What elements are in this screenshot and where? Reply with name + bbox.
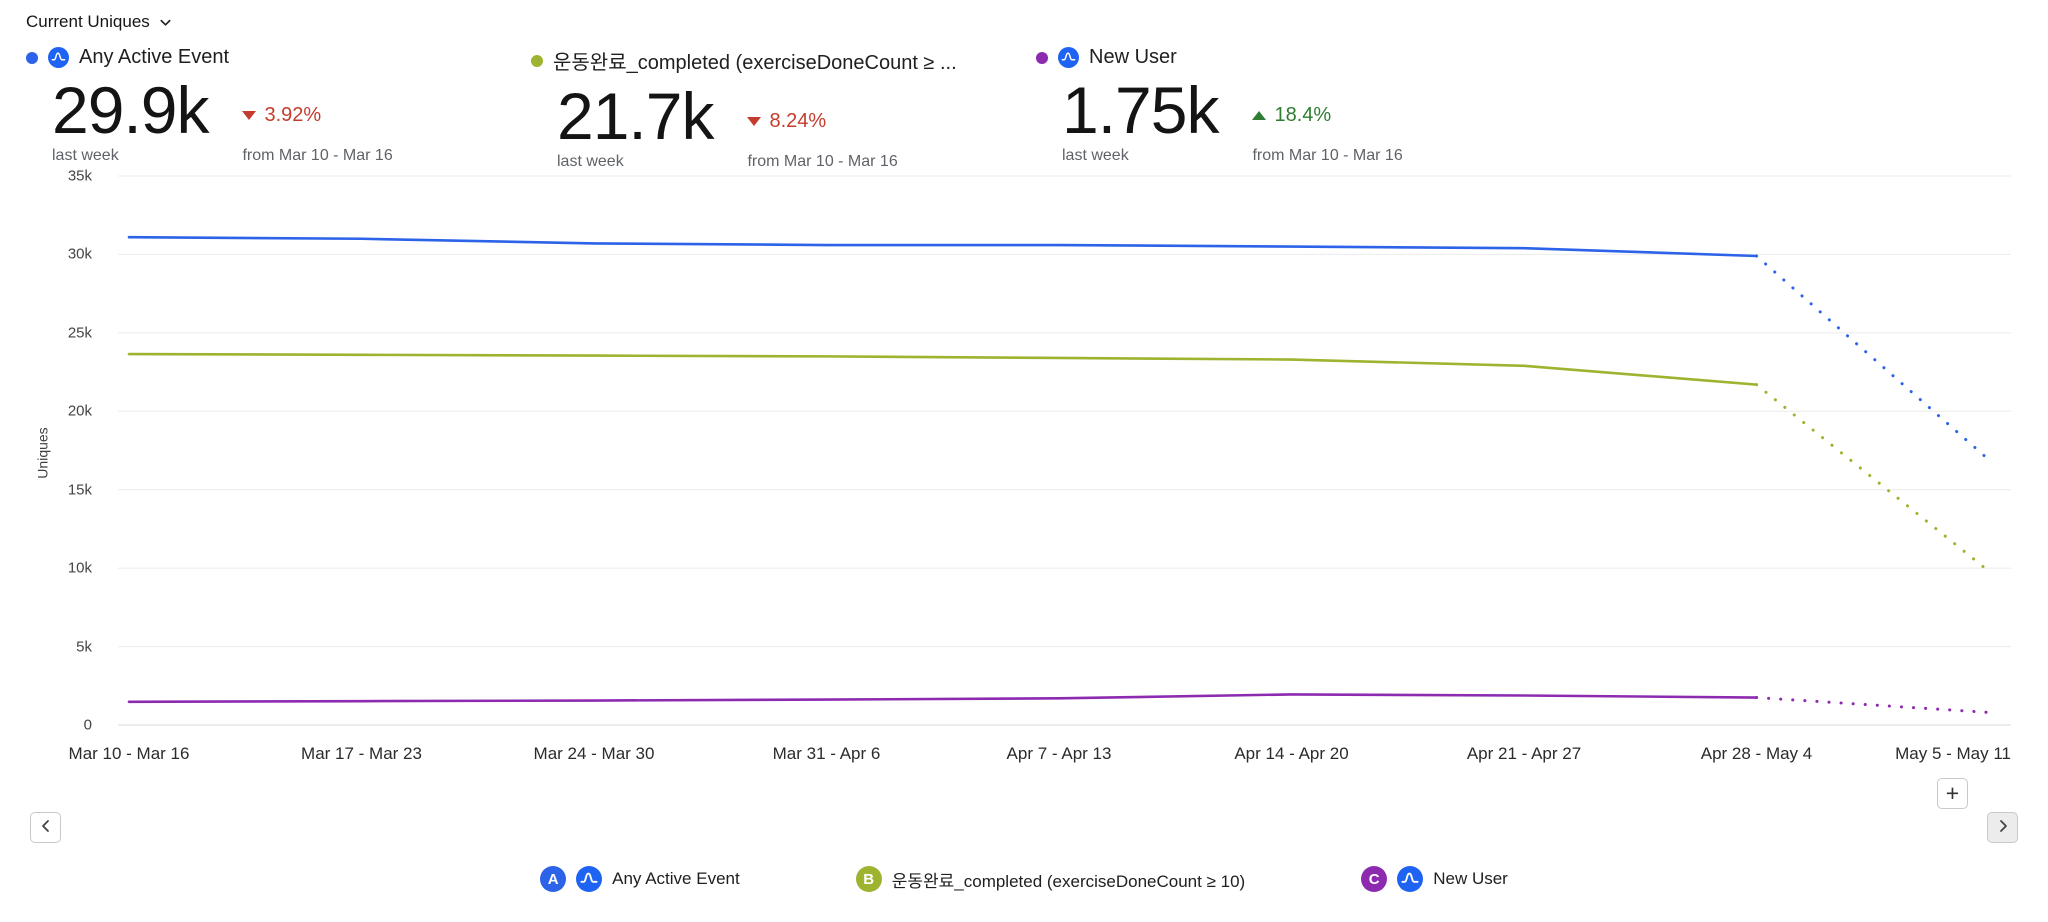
chart-legend: A Any Active Event B 운동완료_completed (exe…: [0, 866, 2048, 892]
series-line-dotted-1[interactable]: [1755, 383, 1991, 573]
summary-period: last week: [1062, 147, 1129, 164]
summary-value: 1.75k: [1062, 73, 1219, 147]
legend-item-any-active-event[interactable]: A Any Active Event: [540, 866, 740, 892]
y-axis-tick-label: 15k: [67, 481, 92, 499]
x-axis-labels: Mar 10 - Mar 16 Mar 17 - Mar 23 Mar 24 - M…: [69, 744, 2011, 768]
summary-change-percent: 8.24%: [769, 110, 827, 132]
summary-compare: from Mar 10 - Mar 16: [747, 153, 898, 170]
y-axis-tick-label: 25k: [67, 324, 92, 342]
prev-page-button[interactable]: [30, 812, 61, 843]
series-color-dot: [531, 54, 543, 67]
y-axis-ticks: 0 5k 10k 15k 20k 25k 30k 35k: [0, 168, 92, 734]
x-axis-tick-label: Apr 28 - May 4: [1700, 744, 1813, 763]
series-color-dot: [1036, 51, 1048, 64]
summary-period: last week: [52, 147, 119, 164]
y-axis-tick-label: 35k: [67, 167, 92, 185]
y-axis-tick-label: 0: [83, 716, 92, 734]
legend-item-exercise-completed[interactable]: B 운동완료_completed (exerciseDoneCount ≥ 10…: [855, 866, 1246, 892]
amplitude-logo-icon: [576, 866, 603, 892]
x-axis-tick-label: May 5 - May 11: [1895, 744, 2011, 763]
series-badge-c: C: [1361, 866, 1388, 892]
summary-card-label: 운동완료_completed (exerciseDoneCount ≥ ...: [553, 52, 957, 74]
summary-value: 21.7k: [557, 79, 714, 153]
y-axis-tick-label: 10k: [67, 559, 92, 577]
legend-label: New User: [1433, 869, 1508, 888]
amplitude-logo-icon: [1397, 866, 1424, 892]
x-axis-tick-label: Apr 21 - Apr 27: [1466, 744, 1582, 763]
series-line-0[interactable]: [127, 235, 1758, 258]
x-axis-tick-label: Apr 14 - Apr 20: [1234, 744, 1349, 763]
metric-selector-label: Current Uniques: [26, 12, 150, 31]
series-line-1[interactable]: [127, 352, 1758, 386]
summary-card-label: New User: [1089, 46, 1177, 68]
x-axis-tick-label: Mar 24 - Mar 30: [533, 744, 655, 763]
next-page-button[interactable]: [1987, 812, 2018, 843]
legend-label: 운동완료_completed (exerciseDoneCount ≥ 10): [891, 871, 1246, 891]
summary-change: 8.24%: [747, 110, 897, 149]
summary-compare: from Mar 10 - Mar 16: [1252, 147, 1403, 164]
series-badge-b: B: [855, 866, 882, 892]
legend-label: Any Active Event: [612, 869, 740, 888]
summary-change: 18.4%: [1252, 104, 1402, 143]
summary-change-percent: 18.4%: [1274, 104, 1332, 126]
series-line-dotted-2[interactable]: [1755, 696, 1991, 714]
add-button[interactable]: +: [1937, 778, 1968, 809]
summary-compare: from Mar 10 - Mar 16: [242, 147, 393, 164]
line-chart-svg[interactable]: [118, 175, 2011, 729]
y-axis-tick-label: 30k: [67, 245, 92, 263]
chevron-down-icon: [158, 15, 173, 30]
summary-change: 3.92%: [242, 104, 392, 143]
trend-down-icon: [242, 111, 257, 120]
summary-value: 29.9k: [52, 73, 209, 147]
metric-selector[interactable]: Current Uniques: [26, 12, 173, 32]
chevron-left-icon: [38, 818, 54, 837]
series-color-dot: [26, 51, 38, 64]
summary-period: last week: [557, 153, 624, 170]
amplitude-logo-icon: [1058, 47, 1079, 68]
amplitude-logo-icon: [48, 47, 69, 68]
series-badge-a: A: [540, 866, 567, 892]
chevron-right-icon: [1995, 818, 2011, 837]
summary-change-percent: 3.92%: [264, 104, 322, 126]
line-chart[interactable]: [118, 175, 2011, 729]
trend-down-icon: [747, 117, 762, 126]
summary-card-any-active-event: Any Active Event 29.9k 3.92% last week f…: [26, 46, 393, 165]
summary-card-exercise-completed: 운동완료_completed (exerciseDoneCount ≥ ... …: [531, 46, 957, 171]
summary-card-label: Any Active Event: [79, 46, 230, 68]
legend-item-new-user[interactable]: C New User: [1361, 866, 1508, 892]
series-line-2[interactable]: [127, 693, 1758, 704]
y-axis-tick-label: 5k: [76, 638, 92, 656]
x-axis-tick-label: Mar 17 - Mar 23: [301, 744, 422, 763]
x-axis-tick-label: Mar 10 - Mar 16: [68, 744, 190, 763]
y-axis-tick-label: 20k: [67, 402, 92, 420]
x-axis-tick-label: Mar 31 - Apr 6: [772, 744, 881, 763]
x-axis-tick-label: Apr 7 - Apr 13: [1006, 744, 1112, 763]
summary-card-new-user: New User 1.75k 18.4% last week from Mar …: [1036, 46, 1403, 165]
trend-up-icon: [1252, 111, 1267, 120]
series-line-dotted-0[interactable]: [1755, 254, 1991, 462]
